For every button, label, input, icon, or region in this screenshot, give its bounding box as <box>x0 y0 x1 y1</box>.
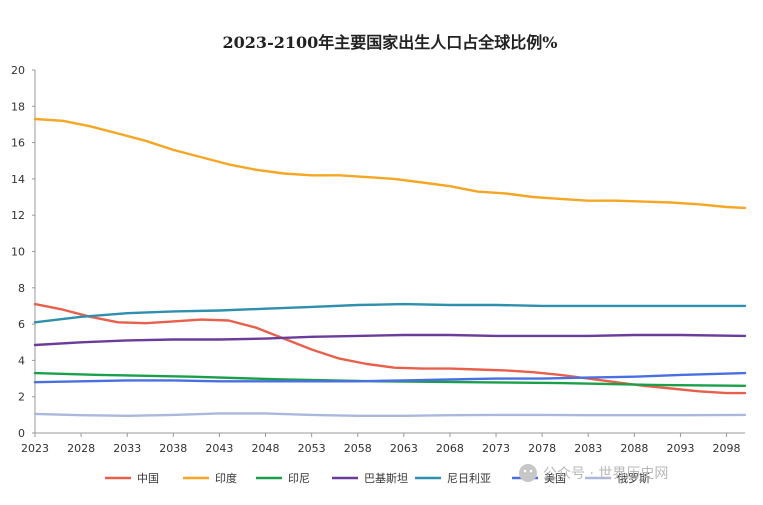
x-tick-label: 2093 <box>666 442 694 455</box>
x-tick-label: 2073 <box>482 442 510 455</box>
y-tick-label: 14 <box>11 173 25 186</box>
legend-label: 印尼 <box>288 472 310 485</box>
y-tick-label: 6 <box>18 318 25 331</box>
x-tick-label: 2078 <box>528 442 556 455</box>
watermark-text: 公众号 · 世界历史网 <box>543 466 668 482</box>
wechat-icon-eye-left <box>523 469 527 473</box>
watermark: 公众号 · 世界历史网 <box>519 464 668 482</box>
x-tick-label: 2053 <box>298 442 326 455</box>
series-line-4 <box>33 333 747 347</box>
y-tick-label: 20 <box>11 64 25 77</box>
wechat-icon-eye-right <box>529 469 533 473</box>
y-tick-label: 2 <box>18 391 25 404</box>
x-tick-label: 2083 <box>574 442 602 455</box>
x-tick-label: 2023 <box>21 442 49 455</box>
y-tick-label: 16 <box>11 137 25 150</box>
legend-label: 印度 <box>215 471 237 485</box>
chart-title: 2023-2100年主要国家出生人口占全球比例% <box>223 33 558 52</box>
legend-label: 美国 <box>544 472 566 485</box>
legend-label: 中国 <box>137 472 159 485</box>
legend-label: 尼日利亚 <box>447 472 491 485</box>
legend-label: 巴基斯坦 <box>364 471 408 485</box>
y-tick-label: 12 <box>11 209 25 222</box>
x-tick-label: 2063 <box>390 442 418 455</box>
x-tick-label: 2043 <box>205 442 233 455</box>
y-tick-label: 18 <box>11 100 25 113</box>
series-line-2 <box>33 117 747 210</box>
series-layer <box>33 117 747 417</box>
x-tick-label: 2088 <box>620 442 648 455</box>
x-tick-label: 2068 <box>436 442 464 455</box>
legend-label: 俄罗斯 <box>617 472 650 485</box>
series-line-7 <box>33 412 747 417</box>
x-tick-label: 2058 <box>344 442 372 455</box>
series-line-5 <box>33 302 747 324</box>
x-tick-label: 2098 <box>713 442 741 455</box>
y-tick-label: 0 <box>18 427 25 440</box>
x-tick-label: 2038 <box>159 442 187 455</box>
x-tick-label: 2033 <box>113 442 141 455</box>
y-tick-label: 8 <box>18 282 25 295</box>
wechat-icon <box>519 464 537 482</box>
y-tick-label: 4 <box>18 354 25 367</box>
x-tick-label: 2028 <box>67 442 95 455</box>
y-tick-label: 10 <box>11 246 25 259</box>
series-line-6 <box>33 371 747 384</box>
x-tick-label: 2048 <box>252 442 280 455</box>
axes: 0 2 4 6 8 10 12 14 16 18 20 2023 2028 2033 2038 2043 204… <box>11 64 745 455</box>
